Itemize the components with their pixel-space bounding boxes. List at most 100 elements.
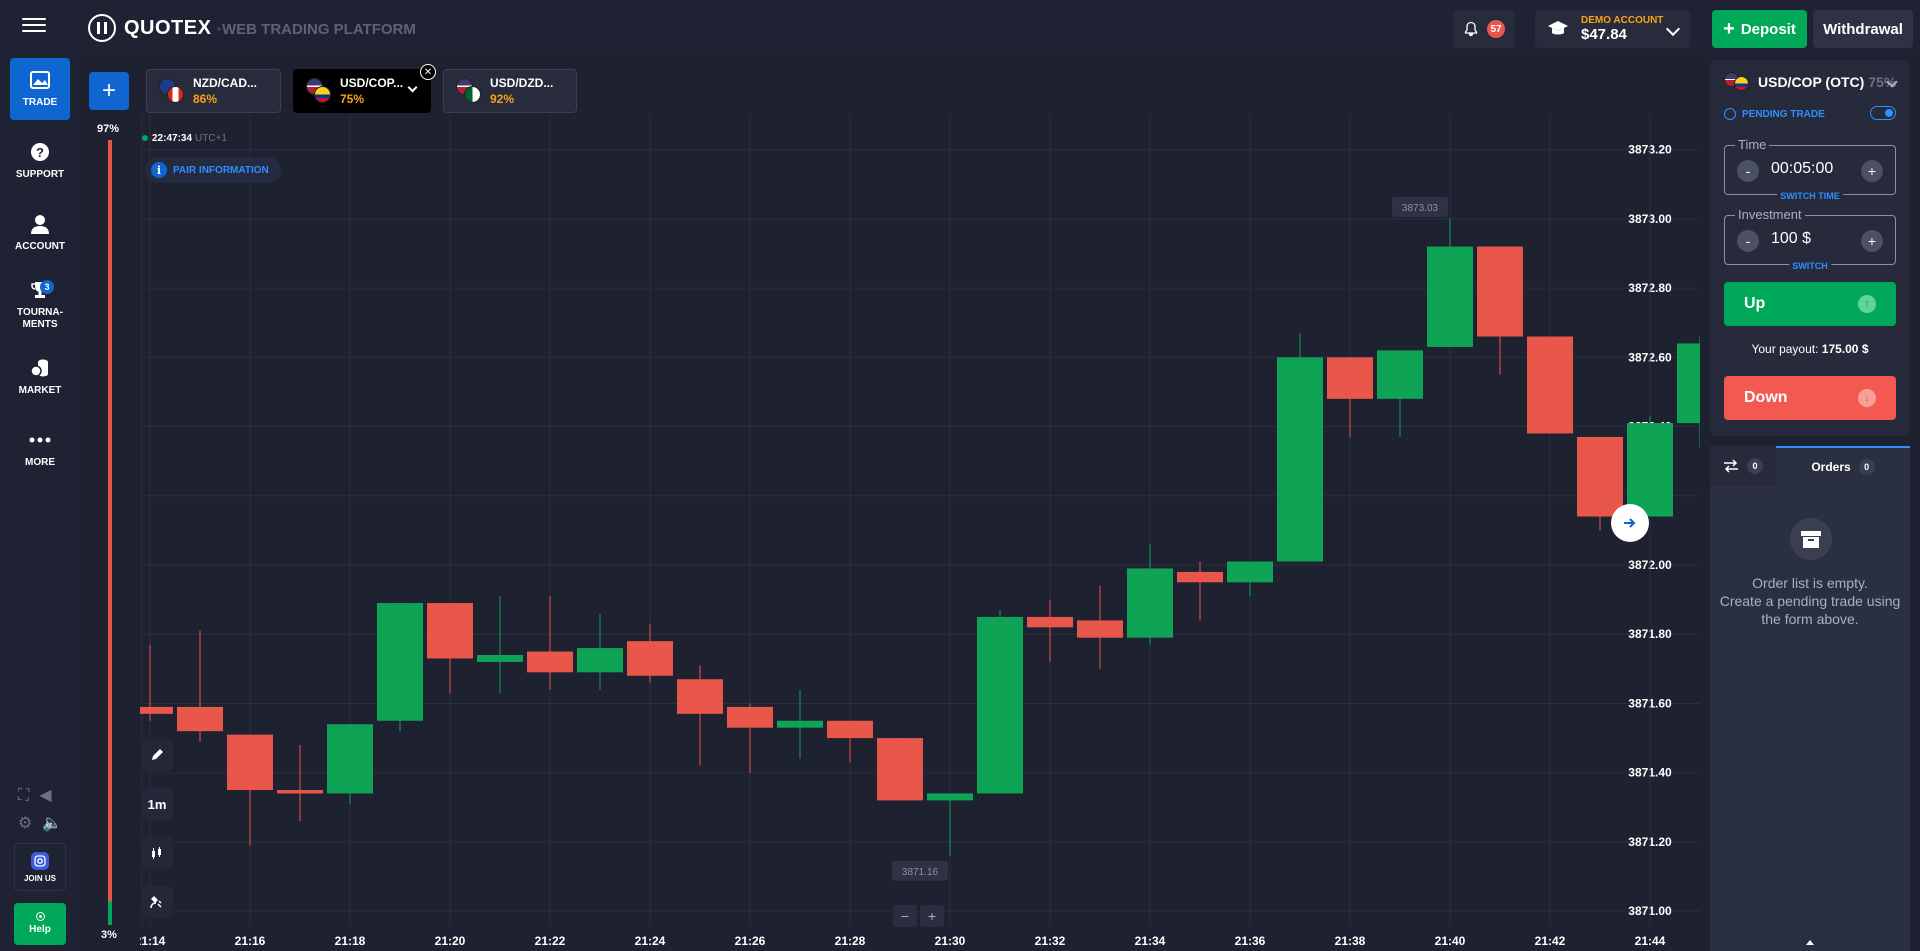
candle-down: [277, 790, 323, 793]
sidebar-tools-row1: ⛶ ◀: [18, 785, 62, 805]
question-icon: ?: [29, 141, 51, 163]
x-tick-label: 21:28: [835, 934, 866, 948]
flag-icon: [167, 86, 184, 103]
fullscreen-icon[interactable]: ⛶: [18, 787, 29, 805]
candlestick-chart[interactable]: 3873.203873.003872.803872.603872.403872.…: [140, 115, 1700, 951]
switch-investment-link[interactable]: SWITCH: [1789, 261, 1831, 271]
orders-empty-line2: Create a pending trade using the form ab…: [1718, 592, 1902, 628]
withdrawal-button[interactable]: Withdrawal: [1813, 10, 1913, 48]
info-icon: i: [151, 162, 167, 178]
pending-trade-text: PENDING TRADE: [1742, 109, 1825, 120]
menu-icon[interactable]: [22, 14, 46, 34]
sidebar-item-support[interactable]: ? SUPPORT: [10, 130, 70, 192]
clock-icon: [1724, 108, 1736, 120]
time-label: Time: [1735, 137, 1769, 152]
sentiment-down-percent: 97%: [97, 123, 119, 135]
timeframe-button[interactable]: 1m: [141, 788, 173, 820]
settings-gear-icon[interactable]: ⚙: [18, 813, 32, 833]
investment-value[interactable]: 100 $: [1771, 230, 1811, 248]
x-tick-label: 21:20: [435, 934, 466, 948]
indicators-button[interactable]: [141, 886, 173, 918]
candle-down: [877, 738, 923, 800]
sidebar-item-tournaments[interactable]: 3 TOURNA- MENTS: [10, 274, 70, 336]
pair-information-button[interactable]: i PAIR INFORMATION: [145, 157, 281, 183]
brand-logo[interactable]: QUOTEX: [88, 14, 211, 42]
flag-icon: [314, 86, 331, 103]
x-tick-label: 21:44: [1635, 934, 1666, 948]
asset-tab-usddzd[interactable]: USD/DZD... 92%: [443, 69, 577, 113]
sidebar-item-more[interactable]: MORE: [10, 418, 70, 480]
chevron-down-icon[interactable]: [408, 83, 418, 93]
high-price-label: 3873.03: [1402, 203, 1439, 214]
investment-decrease-button[interactable]: -: [1737, 230, 1759, 252]
candle-up: [577, 648, 623, 672]
down-button[interactable]: Down ↓: [1724, 376, 1896, 420]
candle-down: [1527, 337, 1573, 434]
online-dot-icon: [37, 913, 44, 920]
chart-icon: [29, 69, 51, 91]
candle-up: [377, 603, 423, 721]
deposit-label: Deposit: [1741, 21, 1796, 38]
sidebar-item-trade[interactable]: TRADE: [10, 58, 70, 120]
asset-tab-payout: 92%: [490, 92, 553, 106]
asset-tab-nzdcad[interactable]: NZD/CAD... 86%: [146, 69, 281, 113]
help-button[interactable]: Help: [14, 903, 66, 945]
tab-trades[interactable]: 0: [1710, 446, 1776, 486]
investment-increase-button[interactable]: +: [1861, 230, 1883, 252]
sidebar-item-label: SUPPORT: [16, 169, 64, 181]
x-tick-label: 21:14: [140, 934, 166, 948]
time-value[interactable]: 00:05:00: [1771, 160, 1833, 178]
payout-label: Your payout:: [1751, 342, 1818, 356]
deposit-button[interactable]: + Deposit: [1712, 10, 1807, 48]
sidebar-item-market[interactable]: MARKET: [10, 346, 70, 408]
zoom-out-button[interactable]: −: [893, 905, 917, 927]
add-asset-button[interactable]: +: [89, 72, 129, 110]
candle-up: [777, 721, 823, 728]
investment-field: Investment - 100 $ + SWITCH: [1724, 215, 1896, 265]
orders-empty-line1: Order list is empty.: [1718, 574, 1902, 592]
scroll-to-latest-button[interactable]: [1611, 504, 1649, 542]
left-sidebar: TRADE ? SUPPORT ACCOUNT 3 TOURNA- MENTS: [0, 58, 80, 951]
notifications-button[interactable]: 57: [1453, 10, 1515, 48]
live-dot-icon: [142, 135, 148, 141]
close-tab-icon[interactable]: ✕: [420, 64, 436, 80]
clock-timezone: UTC+1: [195, 133, 227, 144]
candle-down: [1177, 572, 1223, 582]
switch-time-link[interactable]: SWITCH TIME: [1777, 191, 1843, 201]
candle-up: [1127, 568, 1173, 637]
trade-asset-selector[interactable]: USD/COP (OTC) 75%: [1724, 72, 1896, 92]
sentiment-up-percent: 3%: [101, 929, 117, 941]
candle-down: [177, 707, 223, 731]
orders-count: 0: [1859, 459, 1875, 475]
asset-tab-usdcop[interactable]: USD/COP... 75% ✕: [293, 69, 431, 113]
up-button[interactable]: Up ↑: [1724, 282, 1896, 326]
join-us-button[interactable]: JOIN US: [14, 843, 66, 891]
x-tick-label: 21:30: [935, 934, 966, 948]
sidebar-item-account[interactable]: ACCOUNT: [10, 202, 70, 264]
orders-empty-message: Order list is empty. Create a pending tr…: [1718, 574, 1902, 628]
drawing-tool-button[interactable]: [141, 739, 173, 771]
orders-tabs: 0 Orders 0: [1710, 446, 1910, 486]
x-tick-label: 21:26: [735, 934, 766, 948]
notifications-badge: 57: [1487, 20, 1505, 38]
down-label: Down: [1744, 389, 1788, 407]
instagram-icon: [31, 852, 49, 870]
zoom-in-button[interactable]: +: [920, 905, 944, 927]
account-selector[interactable]: DEMO ACCOUNT $47.84: [1535, 10, 1690, 48]
candle-down: [627, 641, 673, 676]
pending-trade-toggle[interactable]: [1870, 106, 1896, 120]
dots-icon: [29, 429, 51, 451]
back-icon[interactable]: ◀: [39, 785, 51, 805]
currency-flags-icon: [306, 78, 332, 104]
scroll-up-icon[interactable]: [1806, 940, 1814, 945]
logo-icon: [88, 14, 116, 42]
currency-flags-icon: [159, 78, 185, 104]
tab-orders[interactable]: Orders 0: [1776, 446, 1910, 486]
candle-up: [477, 655, 523, 662]
time-increase-button[interactable]: +: [1861, 160, 1883, 182]
svg-text:?: ?: [36, 145, 44, 160]
sound-icon[interactable]: 🔈: [42, 813, 62, 833]
time-decrease-button[interactable]: -: [1737, 160, 1759, 182]
chart-type-button[interactable]: [141, 837, 173, 869]
